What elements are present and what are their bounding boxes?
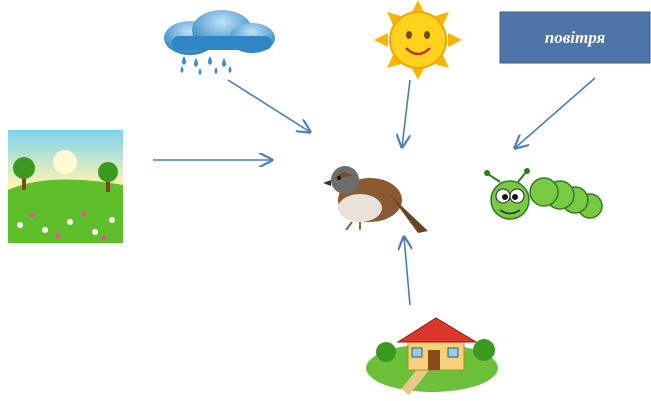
diagram: повітря [0, 0, 651, 401]
rain-cloud [164, 10, 275, 75]
arrow [402, 80, 410, 147]
caterpillar [484, 168, 602, 219]
sun [374, 0, 462, 80]
arrow [515, 78, 595, 148]
page: повітря [0, 0, 651, 401]
arrow [404, 237, 410, 305]
house [366, 318, 498, 392]
sparrow [323, 166, 428, 233]
meadow [8, 130, 123, 243]
air-label: повітря [545, 28, 606, 47]
air-box: повітря [500, 12, 650, 63]
arrow [228, 80, 310, 132]
